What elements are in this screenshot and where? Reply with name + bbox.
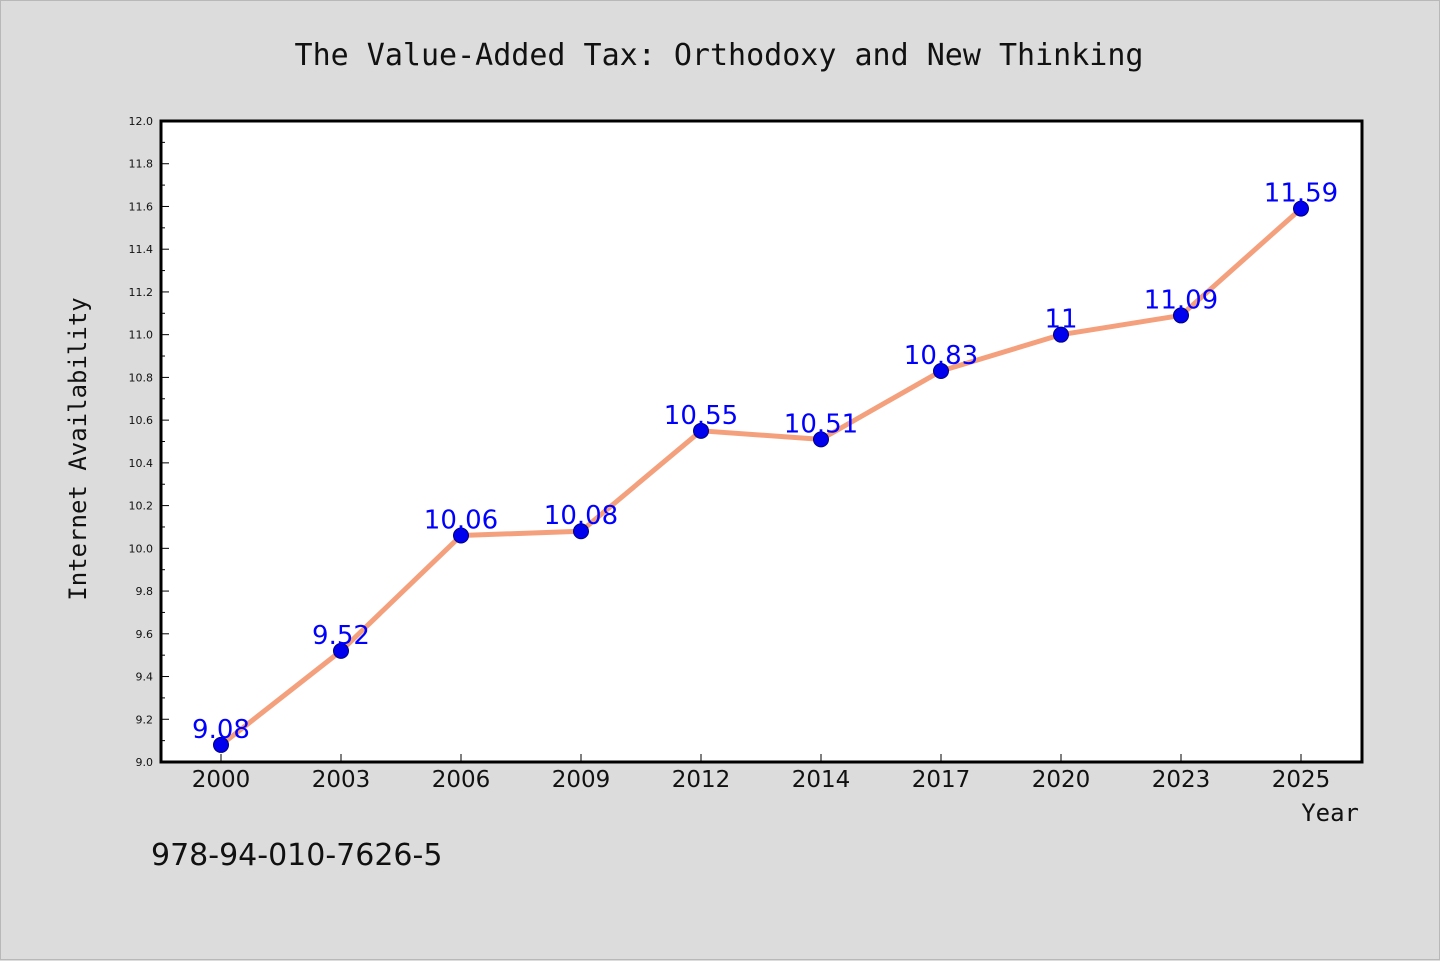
x-axis-label: Year xyxy=(1301,799,1359,827)
y-tick-label: 10.0 xyxy=(129,542,154,555)
data-point xyxy=(333,642,349,659)
data-label: 10.08 xyxy=(544,501,618,531)
x-axis: 2000 2003 2006 2009 2012 2014 2017 2020 2023 2025 xyxy=(192,754,1331,793)
x-tick-label: 2014 xyxy=(792,767,851,793)
data-point xyxy=(453,527,469,544)
series-line-group: 9.08 9.52 10.06 10.08 10.55 10.51 10.83 11 11.09… xyxy=(192,179,1338,753)
y-tick-label: 10.6 xyxy=(129,414,154,427)
data-point xyxy=(1293,200,1309,217)
y-tick-label: 9.2 xyxy=(136,713,154,726)
x-tick-label: 2003 xyxy=(312,767,371,793)
y-tick-label: 11.8 xyxy=(129,158,154,171)
data-label: 9.52 xyxy=(312,621,370,651)
data-point xyxy=(1173,307,1189,324)
data-label: 9.08 xyxy=(192,715,250,745)
y-tick-label: 11.0 xyxy=(129,329,154,342)
y-axis: 9.0 9.2 9.4 9.6 9.8 10.0 10.2 10.4 10.6 10.8 11.0 1… xyxy=(129,115,169,769)
data-label: 10.06 xyxy=(424,506,498,536)
data-point xyxy=(573,523,589,540)
x-tick-label: 2017 xyxy=(912,767,971,793)
y-tick-label: 9.4 xyxy=(136,671,154,684)
y-tick-label: 9.8 xyxy=(136,585,154,598)
x-tick-label: 2012 xyxy=(672,767,731,793)
data-label: 11.59 xyxy=(1264,179,1338,209)
y-tick-label: 11.4 xyxy=(129,243,154,256)
y-tick-label: 9.0 xyxy=(136,756,154,769)
data-label: 11.09 xyxy=(1144,285,1218,315)
x-tick-label: 2023 xyxy=(1152,767,1211,793)
plot-area xyxy=(159,119,1364,764)
x-tick-label: 2006 xyxy=(432,767,491,793)
y-tick-label: 11.2 xyxy=(129,286,154,299)
x-tick-label: 2009 xyxy=(552,767,611,793)
x-tick-label: 2025 xyxy=(1272,767,1331,793)
data-label: 10.51 xyxy=(784,409,858,439)
y-axis-label: Internet Availability xyxy=(64,297,92,600)
y-tick-label: 9.6 xyxy=(136,628,154,641)
data-point xyxy=(693,422,709,439)
chart-title: The Value-Added Tax: Orthodoxy and New T… xyxy=(295,38,1144,73)
y-tick-label: 10.2 xyxy=(129,500,154,513)
y-tick-label: 11.6 xyxy=(129,200,154,213)
data-point xyxy=(213,736,229,753)
x-tick-label: 2020 xyxy=(1032,767,1091,793)
isbn-annotation: 978-94-010-7626-5 xyxy=(151,838,442,873)
series-line xyxy=(218,206,1304,748)
y-tick-label: 10.4 xyxy=(129,457,154,470)
data-label: 11 xyxy=(1044,305,1077,335)
data-label: 10.55 xyxy=(664,401,738,431)
data-point xyxy=(933,362,949,379)
data-point xyxy=(813,431,829,448)
x-tick-label: 2000 xyxy=(192,767,251,793)
data-point xyxy=(1053,326,1069,343)
data-label: 10.83 xyxy=(904,341,978,371)
y-tick-label: 12.0 xyxy=(129,115,154,128)
y-tick-label: 10.8 xyxy=(129,371,154,384)
